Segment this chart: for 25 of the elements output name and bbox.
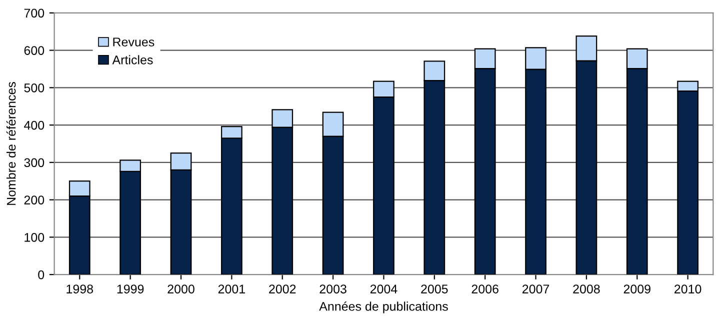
legend-label: Revues	[113, 38, 154, 46]
y-tick-label: 400	[24, 120, 44, 130]
y-tick-label: 700	[24, 8, 44, 18]
x-tick-label: 2002	[269, 284, 296, 294]
x-tick-label: 1999	[117, 284, 144, 294]
x-tick-label: 2005	[421, 284, 448, 294]
x-tick-label: 2007	[522, 284, 550, 294]
y-tick-label: 300	[24, 158, 44, 168]
y-tick-label: 100	[24, 232, 44, 242]
x-tick-label: 2003	[320, 284, 346, 294]
y-axis-title: Nombre de références	[6, 82, 16, 205]
y-tick-label: 0	[38, 270, 44, 280]
x-tick-label: 1998	[66, 284, 93, 294]
y-tick-label: 200	[24, 196, 44, 204]
x-tick-label: 2004	[370, 284, 398, 294]
x-tick-label: 2009	[624, 284, 650, 294]
x-tick-label: 2008	[573, 284, 600, 294]
x-tick-label: 2000	[168, 284, 194, 294]
y-tick-label: 500	[24, 83, 44, 92]
x-tick-label: 2010	[674, 284, 702, 294]
x-tick-label: 2006	[472, 284, 498, 294]
x-tick-label: 2001	[218, 284, 245, 294]
x-axis-title: Années de publications	[319, 301, 448, 314]
y-tick-label: 600	[24, 46, 44, 55]
legend-label: Articles	[112, 55, 153, 64]
